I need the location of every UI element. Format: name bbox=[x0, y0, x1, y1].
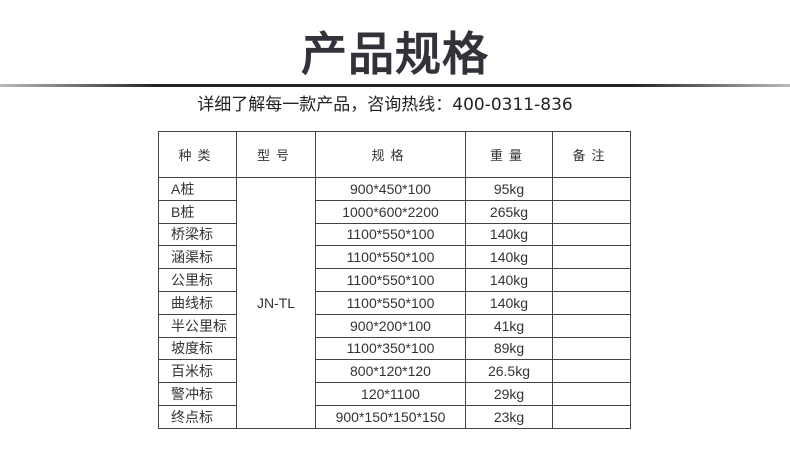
cell-note bbox=[552, 199, 631, 224]
table-row: A桩 JN-TL 900*450*100 95kg bbox=[158, 177, 631, 429]
cell-kind: 公里标 bbox=[158, 268, 237, 292]
title-divider bbox=[0, 84, 790, 87]
table-row: 曲线标 1100*550*100 140kg bbox=[158, 290, 631, 315]
cell-note bbox=[552, 268, 631, 292]
table-row: 涵渠标 1100*550*100 140kg bbox=[158, 245, 631, 270]
cell-note bbox=[552, 313, 631, 338]
cell-weight: 29kg bbox=[465, 382, 553, 406]
cell-note bbox=[552, 382, 631, 406]
cell-note bbox=[552, 359, 631, 384]
cell-weight: 140kg bbox=[465, 222, 553, 247]
table-row: 坡度标 1100*350*100 89kg bbox=[158, 336, 631, 361]
table-row: 桥梁标 1100*550*100 140kg bbox=[158, 222, 631, 247]
cell-spec: 1000*600*2200 bbox=[315, 199, 466, 224]
cell-spec: 1100*550*100 bbox=[315, 245, 466, 270]
cell-weight: 140kg bbox=[465, 268, 553, 292]
header-kind: 种类 bbox=[158, 131, 237, 178]
cell-model: JN-TL bbox=[236, 177, 316, 429]
cell-weight: 41kg bbox=[465, 313, 553, 338]
header-model: 型号 bbox=[236, 131, 316, 178]
table-row: B桩 1000*600*2200 265kg bbox=[158, 199, 631, 224]
cell-spec: 900*450*100 bbox=[315, 177, 466, 201]
hotline-subtitle: 详细了解每一款产品，咨询热线：400-0311-836 bbox=[197, 95, 573, 115]
cell-spec: 900*150*150*150 bbox=[315, 404, 466, 429]
cell-kind: 警冲标 bbox=[158, 382, 237, 406]
cell-kind: A桩 bbox=[158, 177, 237, 201]
cell-kind: 半公里标 bbox=[158, 313, 237, 338]
header-note: 备注 bbox=[552, 131, 631, 178]
cell-kind: 坡度标 bbox=[158, 336, 237, 361]
table-row: 百米标 800*120*120 26.5kg bbox=[158, 359, 631, 384]
table-row: 半公里标 900*200*100 41kg bbox=[158, 313, 631, 338]
cell-kind: B桩 bbox=[158, 199, 237, 224]
header-spec: 规格 bbox=[315, 131, 466, 178]
spec-table: 种类 型号 规格 重量 备注 A桩 JN-TL 900*450*100 95kg B桩 1… bbox=[158, 131, 631, 429]
page-title: 产品规格 bbox=[301, 27, 489, 81]
cell-spec: 120*1100 bbox=[315, 382, 466, 406]
cell-spec: 1100*550*100 bbox=[315, 268, 466, 292]
cell-kind: 桥梁标 bbox=[158, 222, 237, 247]
header-weight: 重量 bbox=[465, 131, 553, 178]
cell-kind: 终点标 bbox=[158, 404, 237, 429]
cell-note bbox=[552, 245, 631, 270]
cell-kind: 百米标 bbox=[158, 359, 237, 384]
table-row: 终点标 900*150*150*150 23kg bbox=[158, 404, 631, 429]
table-row: 警冲标 120*1100 29kg bbox=[158, 382, 631, 406]
cell-kind: 涵渠标 bbox=[158, 245, 237, 270]
cell-note bbox=[552, 336, 631, 361]
cell-spec: 1100*550*100 bbox=[315, 290, 466, 315]
cell-spec: 900*200*100 bbox=[315, 313, 466, 338]
cell-weight: 26.5kg bbox=[465, 359, 553, 384]
table-header-row: 种类 型号 规格 重量 备注 bbox=[158, 131, 631, 178]
cell-spec: 800*120*120 bbox=[315, 359, 466, 384]
cell-kind: 曲线标 bbox=[158, 290, 237, 315]
cell-note bbox=[552, 222, 631, 247]
cell-weight: 95kg bbox=[465, 177, 553, 201]
cell-note bbox=[552, 404, 631, 429]
cell-weight: 265kg bbox=[465, 199, 553, 224]
table-row: 公里标 1100*550*100 140kg bbox=[158, 268, 631, 292]
cell-weight: 140kg bbox=[465, 245, 553, 270]
cell-weight: 140kg bbox=[465, 290, 553, 315]
cell-spec: 1100*350*100 bbox=[315, 336, 466, 361]
cell-note bbox=[552, 290, 631, 315]
cell-weight: 89kg bbox=[465, 336, 553, 361]
cell-weight: 23kg bbox=[465, 404, 553, 429]
cell-note bbox=[552, 177, 631, 201]
cell-spec: 1100*550*100 bbox=[315, 222, 466, 247]
